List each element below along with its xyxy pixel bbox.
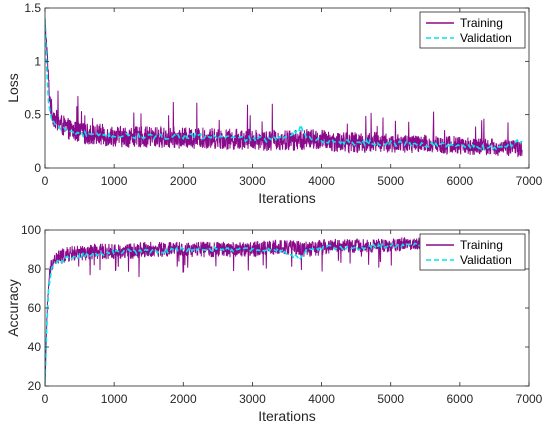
loss-legend-label-validation: Validation xyxy=(460,31,512,45)
accuracy-legend-label-validation: Validation xyxy=(460,253,512,267)
loss-x-axis-title: Iterations xyxy=(258,190,316,206)
accuracy-legend-label-training: Training xyxy=(460,238,503,252)
loss-x-tick-label: 0 xyxy=(42,174,49,188)
accuracy-x-tick-label: 3000 xyxy=(239,392,266,406)
accuracy-x-tick-label: 6000 xyxy=(447,392,474,406)
accuracy-y-axis-title: Accuracy xyxy=(5,279,21,337)
loss-x-tick-label: 5000 xyxy=(377,174,404,188)
accuracy-chart: 0 1000 2000 3000 4000 5000 6000 7000 20 40 60 80 100… xyxy=(5,223,543,424)
accuracy-x-tick-label: 1000 xyxy=(101,392,128,406)
accuracy-x-tick-label: 0 xyxy=(42,392,49,406)
loss-legend-box xyxy=(419,11,526,49)
loss-series-validation-line xyxy=(45,18,523,151)
accuracy-y-tick-label: 100 xyxy=(21,223,41,237)
loss-y-tick-label: 0.5 xyxy=(24,108,41,122)
loss-chart: 0 1000 2000 3000 4000 5000 6000 7000 0 0.5 1 1.5 Ite… xyxy=(5,1,543,206)
loss-y-tick-label: 0 xyxy=(34,161,41,175)
accuracy-x-tick-label: 4000 xyxy=(308,392,335,406)
loss-x-tick-label: 7000 xyxy=(516,174,543,188)
accuracy-x-axis-title: Iterations xyxy=(258,408,316,424)
loss-y-axis-title: Loss xyxy=(5,73,21,103)
accuracy-x-tick-label: 7000 xyxy=(516,392,543,406)
accuracy-x-tick-label: 2000 xyxy=(170,392,197,406)
loss-y-tick-label: 1 xyxy=(34,54,41,68)
loss-x-tick-label: 2000 xyxy=(170,174,197,188)
loss-x-tick-label: 6000 xyxy=(447,174,474,188)
accuracy-y-tick-label: 20 xyxy=(28,379,42,393)
loss-x-tick-label: 1000 xyxy=(101,174,128,188)
accuracy-x-tick-label: 5000 xyxy=(377,392,404,406)
loss-y-tick-label: 1.5 xyxy=(24,1,41,15)
accuracy-legend-box xyxy=(419,233,526,271)
loss-axes-box xyxy=(44,7,530,169)
loss-legend-label-training: Training xyxy=(460,16,503,30)
accuracy-y-tick-label: 40 xyxy=(28,340,42,354)
accuracy-y-tick-label: 60 xyxy=(28,301,42,315)
accuracy-y-tick-label: 80 xyxy=(28,262,42,276)
loss-x-tick-label: 4000 xyxy=(308,174,335,188)
loss-x-tick-label: 3000 xyxy=(239,174,266,188)
